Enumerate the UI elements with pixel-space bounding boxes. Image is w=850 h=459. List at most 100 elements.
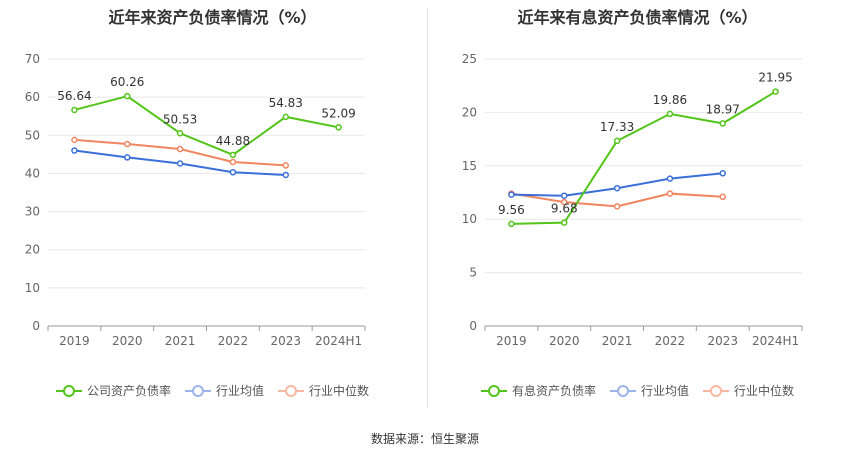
legend-item-industry-avg[interactable]: 行业均值 — [184, 382, 264, 399]
data-point — [561, 198, 568, 206]
chart-legend: 有息资产负债率 行业均值 行业中位数 — [425, 382, 850, 399]
data-label: 50.53 — [163, 112, 197, 126]
legend-item-industry-avg[interactable]: 行业均值 — [609, 382, 689, 399]
x-tick-label: 2024H1 — [315, 334, 362, 348]
data-point — [282, 171, 289, 179]
industry-avg-series — [508, 170, 726, 199]
data-label: 52.09 — [321, 106, 355, 120]
legend-swatch-company — [55, 384, 82, 397]
data-point — [719, 170, 726, 177]
data-point — [666, 175, 674, 182]
debt-ratio-chart-panel: 近年来资产负债率情况（%） 0 10 20 30 40 50 60 70 2019 2020 202… — [0, 0, 425, 420]
data-point — [229, 169, 237, 176]
legend-item-company[interactable]: 有息资产负债率 — [480, 382, 596, 399]
data-point — [335, 124, 342, 131]
data-label: 9.56 — [498, 203, 525, 217]
data-source-note: 数据来源：恒生聚源 — [370, 432, 479, 446]
data-label: 60.26 — [110, 75, 144, 89]
legend-item-industry-median[interactable]: 行业中位数 — [703, 382, 794, 399]
company-series: 9.56 9.68 17.33 19.86 18.97 21.95 — [498, 71, 793, 228]
y-tick-label: 60 — [25, 90, 40, 104]
legend-label: 公司资产负债率 — [86, 384, 171, 398]
legend-swatch-industry-median — [278, 384, 304, 397]
industry-avg-series-line — [511, 172, 723, 197]
data-point — [229, 151, 237, 159]
interest-debt-ratio-chart: 0 5 10 15 20 25 2019 2020 2021 2022 2023 2024H1 9.56… — [462, 52, 803, 348]
data-label: 56.64 — [57, 89, 91, 103]
data-point — [176, 130, 184, 137]
x-tick-label: 2020 — [549, 334, 580, 348]
data-point — [124, 140, 131, 148]
x-tick-label: 2022 — [655, 334, 686, 348]
legend-label: 行业中位数 — [309, 384, 370, 398]
y-tick-label: 20 — [25, 243, 40, 257]
data-point — [71, 136, 78, 144]
industry-avg-series — [71, 147, 289, 179]
company-series-line — [511, 90, 777, 225]
data-point — [71, 106, 78, 114]
y-tick-label: 15 — [462, 159, 477, 173]
y-tick-label: 40 — [25, 166, 40, 180]
x-tick-label: 2023 — [707, 334, 738, 348]
legend-item-industry-median[interactable]: 行业中位数 — [278, 382, 369, 399]
chart-title: 近年来有息资产负债率情况（%） — [517, 8, 758, 27]
data-label: 54.83 — [269, 96, 303, 110]
company-series-line — [74, 95, 339, 156]
data-point — [561, 192, 568, 199]
data-point — [666, 190, 674, 197]
data-label: 44.88 — [216, 134, 250, 148]
company-series: 56.64 60.26 50.53 44.88 54.83 52.09 — [57, 75, 356, 159]
data-label: 21.95 — [758, 71, 792, 85]
legend-label: 行业中位数 — [734, 384, 795, 398]
debt-ratio-chart: 0 10 20 30 40 50 60 70 2019 2020 2021 2022 2023 2024H… — [25, 52, 366, 348]
y-tick-label: 25 — [462, 52, 477, 66]
data-label: 9.68 — [551, 202, 578, 216]
data-point — [561, 219, 568, 226]
y-tick-label: 0 — [32, 319, 40, 333]
legend-label: 行业均值 — [215, 384, 264, 398]
data-label: 19.86 — [653, 93, 687, 107]
data-point — [282, 113, 289, 121]
data-point — [613, 184, 621, 192]
data-point — [124, 154, 131, 161]
y-tick-label: 0 — [469, 319, 477, 333]
x-tick-label: 2021 — [602, 334, 633, 348]
chart-legend: 公司资产负债率 行业均值 行业中位数 — [0, 382, 425, 399]
data-point — [71, 147, 78, 154]
y-tick-label: 5 — [469, 266, 477, 280]
x-tick-label: 2021 — [165, 334, 196, 348]
panel-divider — [427, 8, 428, 408]
legend-item-company[interactable]: 公司资产负债率 — [55, 382, 171, 399]
industry-median-series — [508, 190, 726, 210]
x-tick-label: 2022 — [218, 334, 249, 348]
y-tick-label: 30 — [25, 205, 40, 219]
legend-swatch-company — [480, 384, 507, 397]
data-point — [666, 110, 674, 118]
data-point — [124, 92, 131, 100]
y-tick-label: 50 — [25, 128, 40, 142]
data-label: 18.97 — [706, 102, 740, 116]
data-label: 17.33 — [600, 120, 634, 134]
y-tick-label: 70 — [25, 52, 40, 66]
data-point — [229, 158, 237, 166]
x-tick-label: 2020 — [112, 334, 143, 348]
legend-swatch-industry-avg — [609, 384, 636, 397]
legend-swatch-industry-median — [703, 384, 729, 397]
legend-label: 有息资产负债率 — [511, 384, 596, 398]
data-point — [719, 120, 726, 127]
interest-debt-ratio-chart-panel: 近年来有息资产负债率情况（%） 0 5 10 15 20 25 2019 2020 2021 20… — [425, 0, 850, 420]
x-tick-label: 2019 — [59, 334, 90, 348]
legend-label: 行业均值 — [640, 384, 689, 398]
chart-title: 近年来资产负债率情况（%） — [108, 8, 317, 27]
data-point — [508, 191, 515, 198]
data-point — [176, 145, 184, 153]
y-tick-label: 10 — [25, 281, 40, 295]
data-point — [613, 203, 621, 210]
data-point — [613, 137, 621, 145]
data-point — [176, 160, 184, 167]
data-point — [508, 220, 515, 228]
data-point — [772, 88, 779, 95]
x-tick-label: 2019 — [496, 334, 527, 348]
x-tick-label: 2024H1 — [752, 334, 799, 348]
data-point — [282, 162, 289, 169]
